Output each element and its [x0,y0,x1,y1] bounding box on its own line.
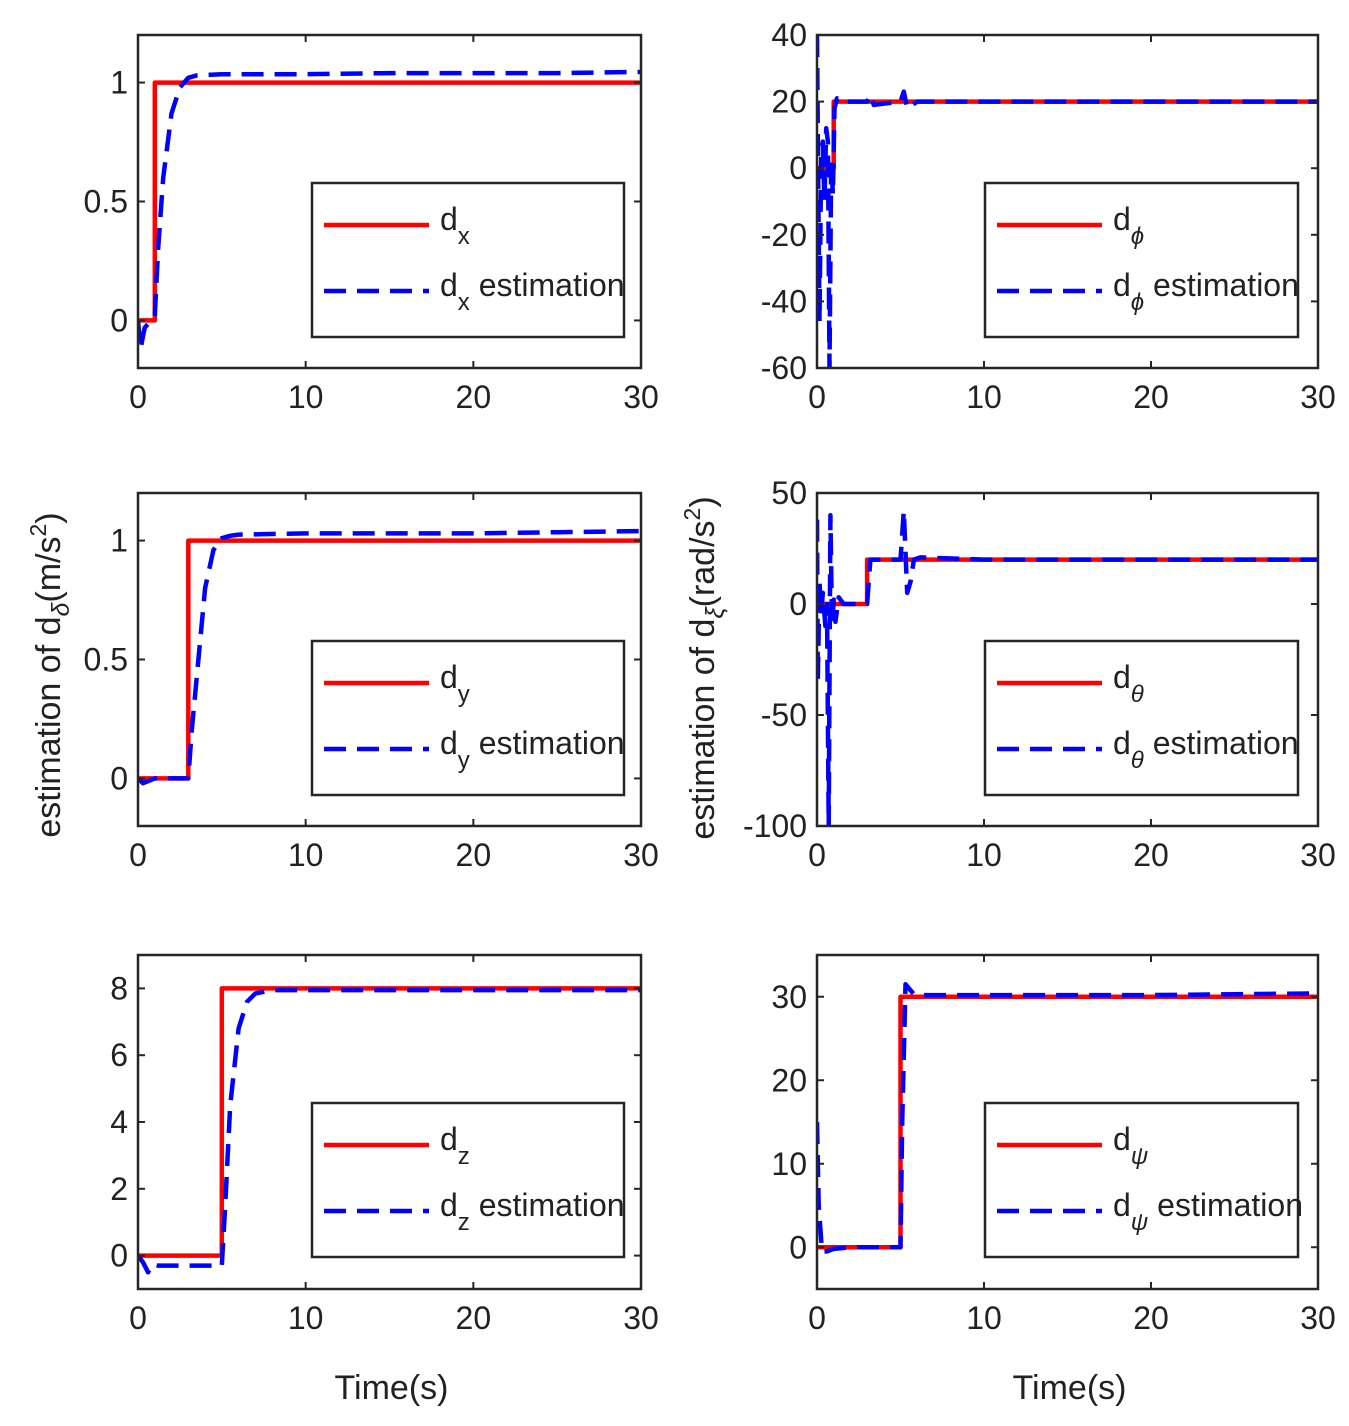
chart-panel-dphi: 0 10 20 30 -60 -40 -20 0 20 40 dϕ dϕ estimation [761,17,1336,415]
x-tick-label: 30 [1300,379,1336,415]
series-line-dy-estimation [138,528,641,786]
legend-label-estimation: dθ estimation [1113,725,1299,774]
legend-box [310,1101,626,1259]
y-tick-label: 0.5 [84,184,128,220]
x-tick-label: 20 [456,1300,492,1336]
y-tick-label: 6 [110,1037,128,1073]
series-line-dphi-estimation [817,35,1318,368]
y-tick-label: 0 [110,1238,128,1274]
y-tick-label: -60 [761,350,807,386]
y-tick-label: 40 [771,17,807,53]
x-tick-label: 10 [288,837,324,873]
x-tick-label: 10 [966,837,1002,873]
chart-panel-dz: 0 10 20 30 0 2 4 6 8 Time(s) dz dz estimation [110,953,659,1407]
y-tick-label: 0 [789,586,807,622]
x-tick-label: 20 [456,379,492,415]
series-line-dz-actual [138,986,641,1258]
x-tick-label: 0 [129,379,147,415]
y-tick-label: -40 [761,283,807,319]
chart-panel-dx: 0 10 20 30 0 0.5 1 dx dx estimation [84,33,659,415]
legend-label-estimation: dψ estimation [1113,1187,1303,1236]
legend-dpsi: dψ dψ estimation [983,1101,1303,1259]
legend-label-actual: dϕ [1113,201,1144,250]
legend-dphi: dϕ dϕ estimation [983,181,1300,339]
legend-label-actual: dθ [1113,659,1144,708]
x-tick-label: 30 [623,837,659,873]
x-tick-label: 10 [966,1300,1002,1336]
series-line-dpsi-estimation [817,981,1318,1254]
x-tick-label: 30 [623,379,659,415]
x-tick-label: 0 [808,379,826,415]
y-tick-label: 20 [771,84,807,120]
y-tick-label: 20 [771,1062,807,1098]
x-tick-label: 0 [129,837,147,873]
legend-label-estimation: dy estimation [440,725,625,774]
x-tick-label: 20 [1133,837,1169,873]
legend-box [983,639,1300,797]
y-tick-label: 8 [110,970,128,1006]
legend-dz: dz dz estimation [310,1101,626,1259]
legend-box [310,181,626,339]
x-tick-label: 20 [456,837,492,873]
axes-frame-dpsi [815,953,1320,1291]
left-y-axis-label: estimation of dδ(m/s2) [25,512,75,837]
right-y-axis-label: estimation of dξ(rad/s2) [679,496,729,839]
x-tick-label: 0 [808,837,826,873]
y-tick-label: 10 [771,1146,807,1182]
axes-frame-dtheta [815,491,1320,828]
y-tick-label: -20 [761,217,807,253]
y-tick-label: 0 [789,150,807,186]
y-tick-label: 0 [789,1229,807,1265]
series-line-dtheta-actual [817,557,1318,607]
x-tick-label: 0 [129,1300,147,1336]
chart-panel-dtheta: 0 10 20 30 -100 -50 0 50 dθ dθ estimation [743,475,1336,873]
y-tick-label: 50 [771,475,807,511]
y-tick-label: 1 [110,65,128,101]
y-tick-label: 4 [110,1104,128,1140]
series-line-dphi-actual [817,99,1318,171]
y-tick-label: 1 [110,523,128,559]
x-tick-label: 30 [1300,837,1336,873]
series-line-dx-actual [138,80,641,323]
series-line-dx-estimation [138,69,641,352]
x-axis-label: Time(s) [335,1369,449,1407]
y-tick-label: 0.5 [84,642,128,678]
legend-label-actual: dz [440,1121,470,1170]
legend-label-actual: dx [440,201,470,250]
x-tick-label: 30 [1300,1300,1336,1336]
x-tick-label: 0 [808,1300,826,1336]
y-tick-label: 0 [110,760,128,796]
x-tick-label: 20 [1133,1300,1169,1336]
x-tick-label: 30 [623,1300,659,1336]
series-line-dtheta-estimation [817,508,1318,826]
series-line-dz-estimation [138,987,641,1275]
y-tick-label: 30 [771,979,807,1015]
axes-frame-dphi [815,33,1320,370]
legend-label-actual: dψ [1113,1121,1148,1170]
y-tick-label: -100 [743,808,807,844]
y-tick-label: 0 [110,302,128,338]
x-axis-label: Time(s) [1013,1369,1127,1407]
y-tick-label: 2 [110,1171,128,1207]
x-tick-label: 10 [966,379,1002,415]
x-tick-label: 10 [288,1300,324,1336]
series-line-dy-actual [138,538,641,781]
chart-panel-dy: 0 10 20 30 0 0.5 1 dy dy estimation [84,491,659,873]
chart-panel-dpsi: 0 10 20 30 0 10 20 30 Time(s) dψ dψ estimation [771,953,1336,1407]
legend-dtheta: dθ dθ estimation [983,639,1300,797]
legend-label-estimation: dx estimation [440,267,625,316]
legend-box [983,1101,1300,1259]
legend-dy: dy dy estimation [310,639,626,797]
x-tick-label: 10 [288,379,324,415]
y-tick-label: -50 [761,697,807,733]
legend-dx: dx dx estimation [310,181,626,339]
legend-label-estimation: dϕ estimation [1113,267,1299,316]
legend-label-estimation: dz estimation [440,1187,625,1236]
legend-box [983,181,1300,339]
legend-label-actual: dy [440,659,470,708]
x-tick-label: 20 [1133,379,1169,415]
legend-box [310,639,626,797]
